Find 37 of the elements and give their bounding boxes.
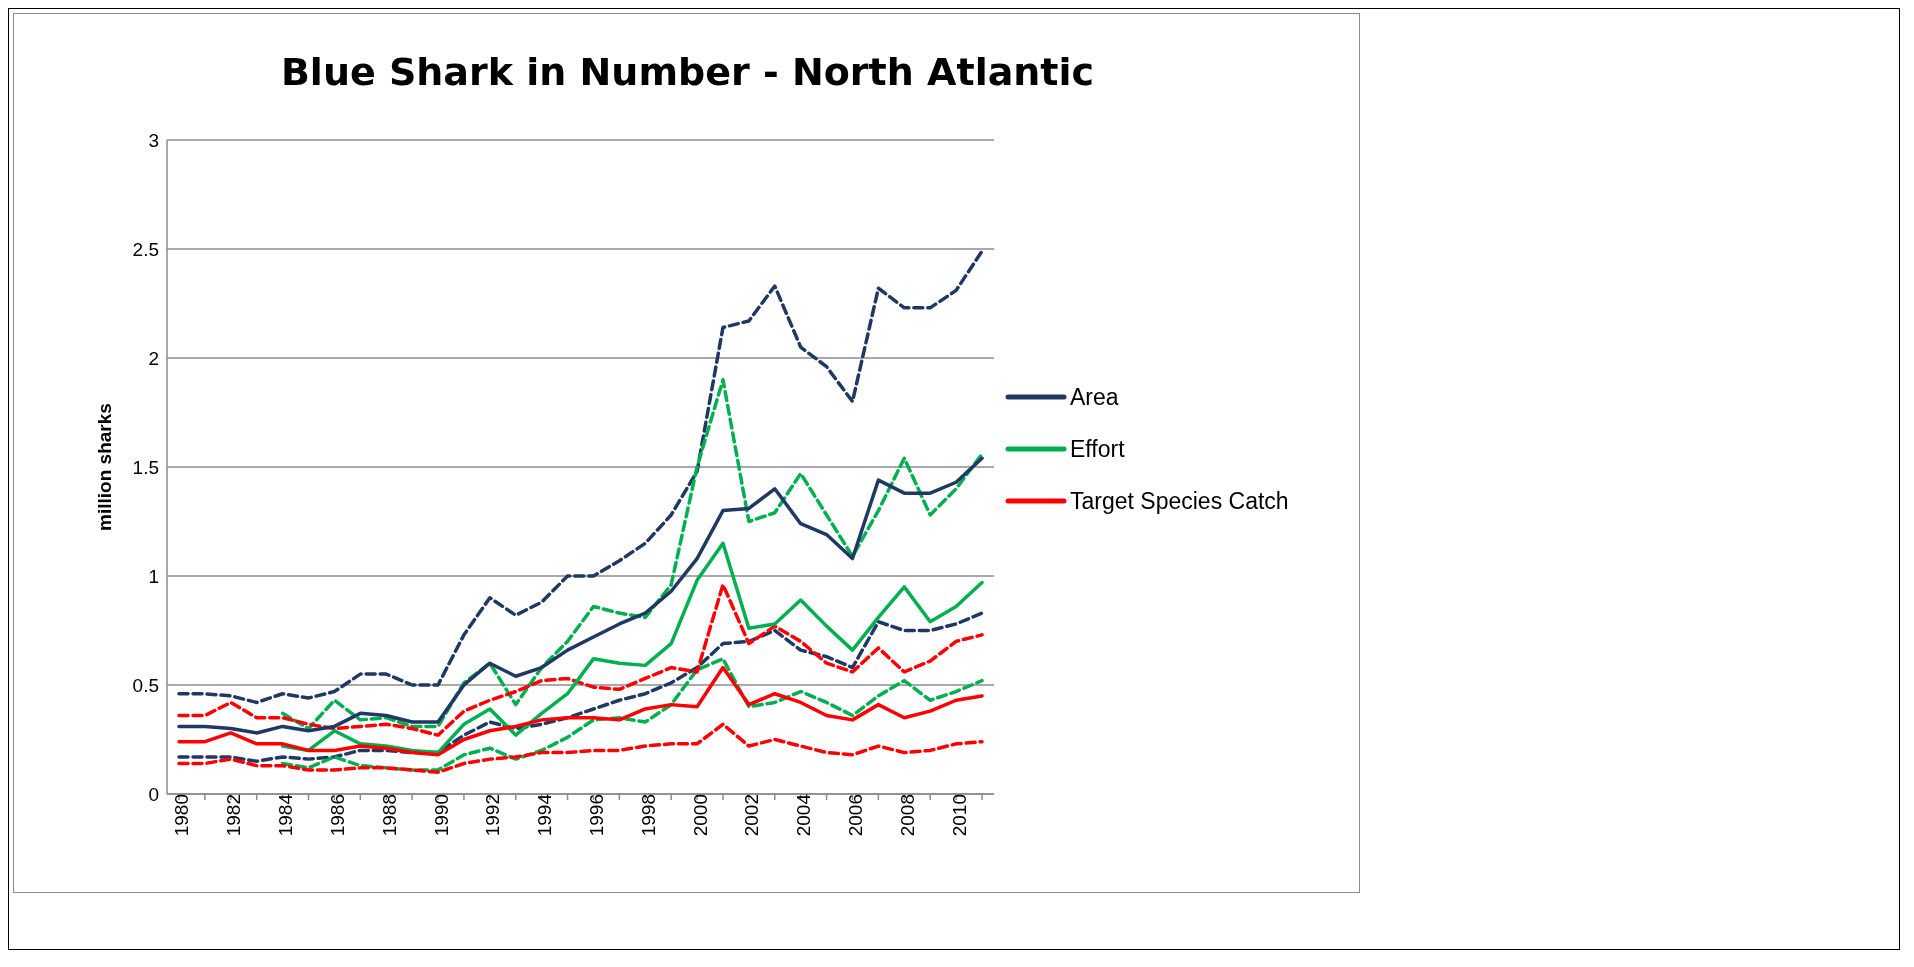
y-tick-label: 1.5 — [132, 456, 159, 478]
x-tick-label: 2010 — [948, 794, 970, 837]
line-series — [177, 582, 984, 737]
x-tick-label: 1990 — [430, 794, 452, 837]
y-tick-label: 0 — [148, 783, 159, 805]
x-tick-label: 1986 — [326, 794, 348, 837]
legend-label: Target Species Catch — [1070, 487, 1289, 515]
x-tick-label: 2000 — [689, 794, 711, 837]
x-tick-label: 1984 — [275, 793, 297, 837]
x-tick-label: 2004 — [793, 793, 815, 837]
y-tick-label: 1 — [148, 565, 159, 587]
x-tick-label: 1994 — [534, 793, 556, 837]
y-tick-label: 2 — [148, 347, 159, 369]
line-series — [280, 541, 984, 755]
line-series — [177, 611, 984, 764]
x-tick-label: 1996 — [585, 794, 607, 837]
chart-title: Blue Shark in Number - North Atlantic — [279, 50, 1096, 94]
x-tick-label: 2008 — [896, 794, 918, 837]
x-tick-label: 1992 — [482, 794, 504, 837]
x-tick-label: 1998 — [637, 794, 659, 837]
line-series — [177, 722, 984, 774]
x-tick-label: 1980 — [171, 794, 193, 837]
y-tick-label: 2.5 — [132, 238, 159, 260]
y-tick-label: 3 — [148, 129, 159, 151]
x-tick-label: 2006 — [844, 794, 866, 837]
line-series — [280, 378, 984, 731]
legend-label: Area — [1070, 383, 1119, 411]
line-series — [177, 249, 984, 705]
y-tick-label: 0.5 — [132, 674, 159, 696]
line-series — [177, 665, 984, 757]
x-tick-label: 2002 — [741, 794, 763, 837]
x-tick-label: 1988 — [378, 794, 400, 837]
legend-label: Effort — [1070, 435, 1125, 463]
x-tick-label: 1982 — [223, 794, 245, 837]
line-series — [280, 657, 984, 772]
y-axis-title: million sharks — [93, 403, 115, 531]
line-series — [177, 456, 984, 735]
